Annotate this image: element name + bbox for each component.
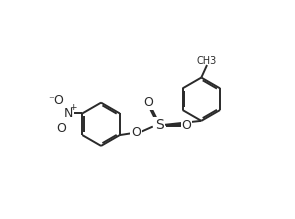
Text: CH3: CH3 bbox=[197, 56, 217, 66]
Text: O: O bbox=[181, 119, 191, 132]
Text: S: S bbox=[155, 118, 163, 132]
Text: O: O bbox=[56, 122, 66, 135]
Text: ⁻: ⁻ bbox=[48, 95, 54, 105]
Text: O: O bbox=[132, 126, 141, 139]
Text: N: N bbox=[63, 107, 73, 120]
Text: O: O bbox=[53, 94, 63, 107]
Text: +: + bbox=[69, 103, 77, 112]
Text: O: O bbox=[143, 96, 153, 109]
